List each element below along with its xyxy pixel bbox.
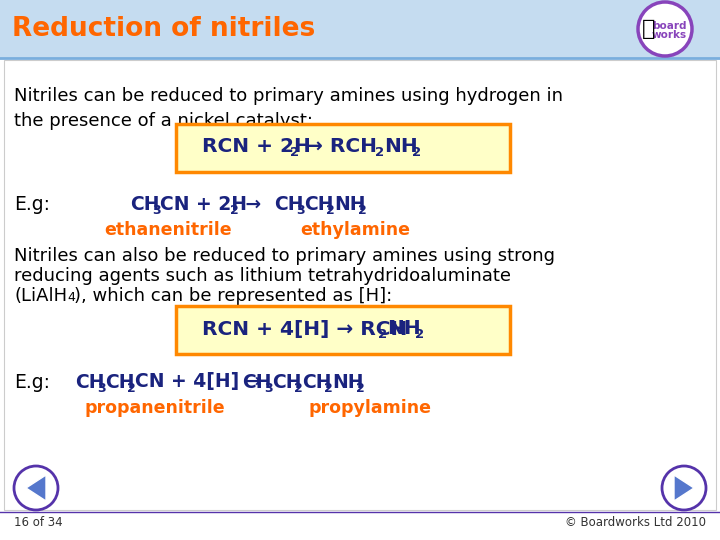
Text: 2: 2	[358, 205, 366, 218]
Text: works: works	[652, 30, 687, 40]
Text: 3: 3	[97, 381, 106, 395]
Text: Nitriles can also be reduced to primary amines using strong: Nitriles can also be reduced to primary …	[14, 247, 555, 265]
Text: NH: NH	[332, 373, 364, 392]
Text: Reduction of nitriles: Reduction of nitriles	[12, 16, 315, 42]
Text: CN + 2H: CN + 2H	[160, 195, 247, 214]
Text: CH: CH	[272, 373, 302, 392]
Text: NH: NH	[387, 320, 420, 339]
Text: 3: 3	[296, 205, 305, 218]
FancyBboxPatch shape	[176, 124, 510, 172]
Text: ethanenitrile: ethanenitrile	[104, 221, 232, 239]
Polygon shape	[674, 475, 694, 501]
Text: 3: 3	[264, 381, 273, 395]
FancyBboxPatch shape	[176, 306, 510, 354]
Text: E.g:: E.g:	[14, 195, 50, 214]
Text: ethylamine: ethylamine	[300, 221, 410, 239]
Text: Nitriles can be reduced to primary amines using hydrogen in
the presence of a ni: Nitriles can be reduced to primary amine…	[14, 87, 563, 130]
Text: (LiAlH: (LiAlH	[14, 287, 67, 305]
Text: propanenitrile: propanenitrile	[85, 399, 225, 417]
Text: 2: 2	[294, 381, 302, 395]
Text: 2: 2	[230, 205, 239, 218]
Text: propylamine: propylamine	[308, 399, 431, 417]
Text: 2: 2	[326, 205, 335, 218]
Circle shape	[662, 466, 706, 510]
Text: CH: CH	[274, 195, 304, 214]
FancyBboxPatch shape	[4, 60, 716, 510]
Polygon shape	[26, 475, 46, 501]
Circle shape	[638, 2, 692, 56]
Text: CH: CH	[302, 373, 331, 392]
Text: 16 of 34: 16 of 34	[14, 516, 63, 530]
Text: 2: 2	[324, 381, 333, 395]
Text: CH: CH	[105, 373, 135, 392]
Text: 2: 2	[127, 381, 136, 395]
Text: board: board	[652, 21, 686, 31]
Text: → RCH: → RCH	[299, 138, 377, 157]
Text: 2: 2	[378, 328, 387, 341]
FancyBboxPatch shape	[0, 0, 720, 58]
Text: © Boardworks Ltd 2010: © Boardworks Ltd 2010	[565, 516, 706, 530]
Text: CH: CH	[304, 195, 333, 214]
Text: CH: CH	[75, 373, 104, 392]
Text: 3: 3	[152, 205, 161, 218]
Text: 📚: 📚	[642, 19, 656, 39]
Text: 2: 2	[412, 146, 421, 159]
Text: 2: 2	[375, 146, 384, 159]
Text: ), which can be represented as [H]:: ), which can be represented as [H]:	[74, 287, 392, 305]
Text: CH: CH	[242, 373, 271, 392]
Text: CN + 4[H] →: CN + 4[H] →	[135, 373, 268, 392]
Text: RCN + 4[H] → RCH: RCN + 4[H] → RCH	[202, 320, 408, 339]
Text: E.g:: E.g:	[14, 373, 50, 392]
Text: 2: 2	[290, 146, 299, 159]
Text: NH: NH	[334, 195, 366, 214]
Text: 2: 2	[356, 381, 365, 395]
Text: NH: NH	[384, 138, 418, 157]
Text: 4: 4	[67, 291, 75, 304]
Text: CH: CH	[130, 195, 160, 214]
Text: reducing agents such as lithium tetrahydridoaluminate: reducing agents such as lithium tetrahyd…	[14, 267, 511, 285]
Text: RCN + 2H: RCN + 2H	[202, 138, 311, 157]
Text: 2: 2	[415, 328, 424, 341]
Text: →: →	[239, 195, 268, 214]
Circle shape	[14, 466, 58, 510]
